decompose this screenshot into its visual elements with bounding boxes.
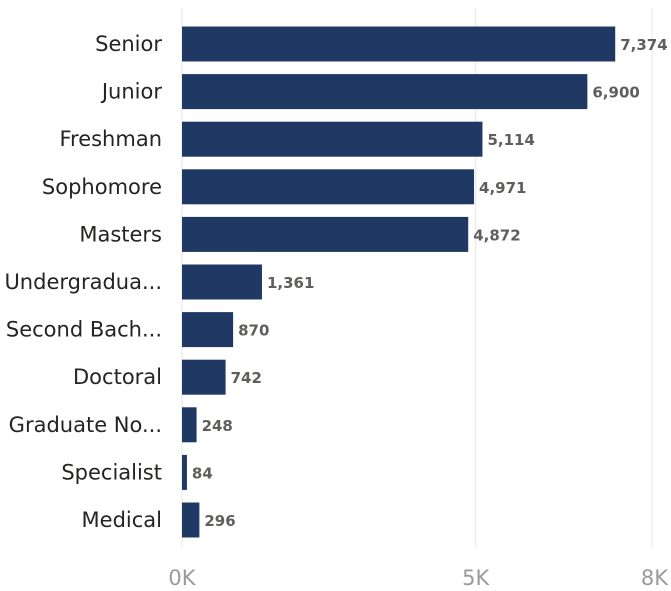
data-label: 4,971 bbox=[479, 179, 526, 197]
x-tick-label: 5K bbox=[462, 566, 490, 590]
category-label: Sophomore bbox=[42, 175, 162, 199]
bar[interactable] bbox=[182, 264, 262, 300]
category-label: Senior bbox=[95, 32, 162, 56]
data-label: 84 bbox=[192, 464, 213, 482]
category-label: Second Bach... bbox=[6, 318, 162, 342]
x-tick-label: 0K bbox=[168, 566, 196, 590]
x-axis-ticks: 0K 5K 8K bbox=[168, 566, 669, 590]
category-label: Graduate No... bbox=[9, 413, 162, 437]
category-labels: Senior Junior Freshman Sophomore Masters Unde… bbox=[4, 32, 162, 532]
bar[interactable] bbox=[182, 407, 197, 443]
data-label: 742 bbox=[231, 369, 262, 387]
data-label: 248 bbox=[202, 417, 233, 435]
data-label: 5,114 bbox=[487, 131, 534, 149]
bar[interactable] bbox=[182, 74, 588, 110]
category-label: Specialist bbox=[61, 460, 162, 484]
bar[interactable] bbox=[182, 169, 475, 205]
data-label: 296 bbox=[204, 512, 235, 530]
bar[interactable] bbox=[182, 121, 483, 157]
category-label: Medical bbox=[82, 508, 162, 532]
bar[interactable] bbox=[182, 454, 187, 490]
bar[interactable] bbox=[182, 312, 234, 348]
data-label: 7,374 bbox=[620, 36, 667, 54]
data-label: 6,900 bbox=[592, 84, 639, 102]
category-label: Junior bbox=[100, 80, 162, 104]
data-label: 1,361 bbox=[267, 274, 314, 292]
bars bbox=[182, 26, 616, 538]
data-label: 4,872 bbox=[473, 226, 520, 244]
category-label: Undergradua... bbox=[4, 270, 162, 294]
data-label: 870 bbox=[238, 322, 269, 340]
bar[interactable] bbox=[182, 26, 616, 62]
bar[interactable] bbox=[182, 359, 226, 395]
x-tick-label: 8K bbox=[641, 566, 669, 590]
bar[interactable] bbox=[182, 216, 469, 252]
category-label: Freshman bbox=[59, 127, 162, 151]
category-label: Masters bbox=[79, 222, 162, 246]
category-label: Doctoral bbox=[73, 365, 162, 389]
bar[interactable] bbox=[182, 502, 200, 538]
data-labels: 7,374 6,900 5,114 4,971 4,872 1,361 870 742 248 8… bbox=[192, 36, 668, 530]
